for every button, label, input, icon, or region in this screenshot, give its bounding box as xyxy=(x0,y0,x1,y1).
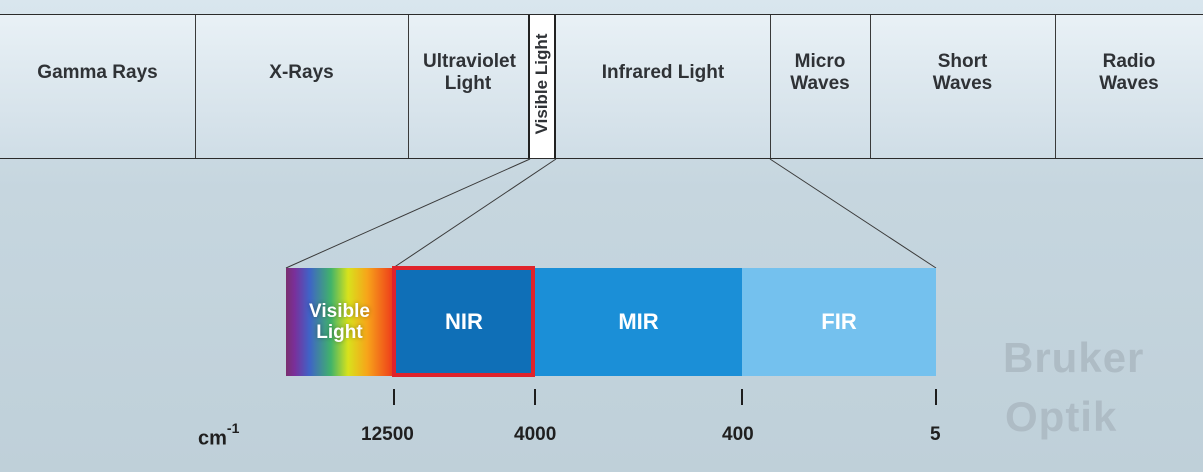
band-micro-waves: Micro Waves xyxy=(770,0,870,145)
band-label: Ultraviolet Light xyxy=(423,50,516,94)
band-label: X-Rays xyxy=(269,61,334,83)
connector-line-left xyxy=(285,158,531,269)
zoom-segment-nir: NIR xyxy=(393,268,535,376)
axis-tick-label: 4000 xyxy=(514,424,557,445)
segment-label: MIR xyxy=(618,309,659,334)
segment-label: NIR xyxy=(445,309,483,334)
segment-label: Visible Light xyxy=(309,301,370,343)
zoom-segment-fir: FIR xyxy=(742,268,936,376)
axis-tick xyxy=(741,389,743,405)
band-x-rays: X-Rays xyxy=(195,0,408,145)
band-label: Gamma Rays xyxy=(37,61,158,83)
band-short-waves: Short Waves xyxy=(870,0,1055,145)
band-label: Infrared Light xyxy=(601,61,725,83)
band-divider xyxy=(195,14,196,159)
connector-line-inner xyxy=(392,158,557,269)
axis-tick-label: 5 xyxy=(930,424,941,445)
spectrum-bar xyxy=(0,14,1203,159)
band-divider xyxy=(770,14,771,159)
segment-label: FIR xyxy=(821,309,857,334)
zoom-segment-mir: MIR xyxy=(535,268,742,376)
nir-highlight-box xyxy=(392,266,535,377)
axis-tick-label: 12500 xyxy=(361,424,414,445)
axis-unit-exponent: -1 xyxy=(226,420,240,436)
band-label: Radio Waves xyxy=(1099,50,1159,94)
band-label: Short Waves xyxy=(932,50,993,94)
zoom-segment-visible-light: Visible Light xyxy=(286,268,393,376)
band-infrared: Infrared Light xyxy=(556,0,770,145)
band-label: Micro Waves xyxy=(790,50,850,94)
axis-unit-base: cm xyxy=(198,427,227,450)
connector-line-right xyxy=(769,158,937,269)
axis-unit: cm-1 xyxy=(198,420,239,451)
logo-bruker: Bruker xyxy=(1003,334,1145,381)
axis-tick-label: 400 xyxy=(722,424,754,445)
axis-tick xyxy=(393,389,395,405)
axis-tick xyxy=(534,389,536,405)
band-visible-light xyxy=(528,14,556,159)
band-divider xyxy=(1055,14,1056,159)
band-ultraviolet: Ultraviolet Light xyxy=(408,0,528,145)
band-gamma-rays: Gamma Rays xyxy=(0,0,195,145)
band-radio-waves: Radio Waves xyxy=(1055,0,1203,145)
logo-optik: Optik xyxy=(1005,393,1118,440)
band-divider xyxy=(408,14,409,159)
band-divider xyxy=(870,14,871,159)
axis-tick xyxy=(935,389,937,405)
